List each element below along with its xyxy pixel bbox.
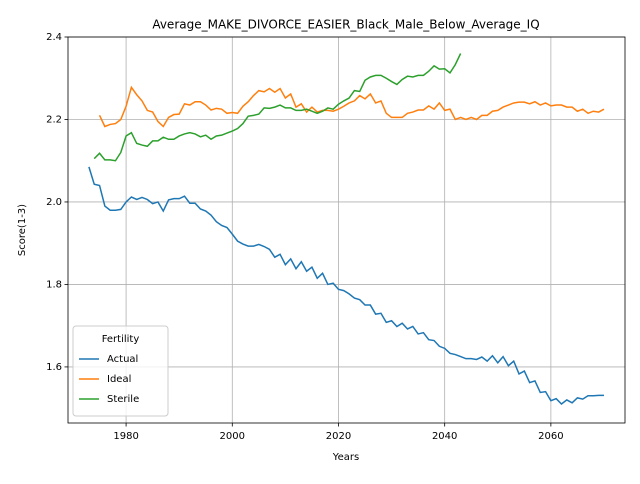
y-axis-label: Score(1-3) xyxy=(17,204,28,256)
x-tick-label: 2060 xyxy=(538,431,563,442)
series-line xyxy=(88,166,604,406)
legend-box xyxy=(72,325,169,417)
plot-frame xyxy=(67,36,626,424)
legend-label: Ideal xyxy=(107,374,131,385)
x-tick-label: 2000 xyxy=(220,431,245,442)
y-tick-label: 2.4 xyxy=(46,32,62,43)
x-axis-label: Years xyxy=(332,452,359,463)
series-line xyxy=(98,85,605,128)
legend-label: Sterile xyxy=(107,394,139,405)
y-tick-label: 2.2 xyxy=(46,114,62,125)
y-tick-label: 1.6 xyxy=(46,362,62,373)
y-tick-label: 1.8 xyxy=(46,279,62,290)
x-tick-label: 2020 xyxy=(326,431,351,442)
series-line xyxy=(93,53,462,162)
x-tick-label: 2040 xyxy=(432,431,457,442)
legend-label: Actual xyxy=(107,354,138,365)
y-tick-label: 2.0 xyxy=(46,197,62,208)
legend: Fertility Actual Ideal Sterile xyxy=(72,325,169,417)
x-tick-label: 1980 xyxy=(113,431,138,442)
chart-title: Average_MAKE_DIVORCE_EASIER_Black_Male_B… xyxy=(152,18,539,32)
legend-title: Fertility xyxy=(102,334,140,345)
